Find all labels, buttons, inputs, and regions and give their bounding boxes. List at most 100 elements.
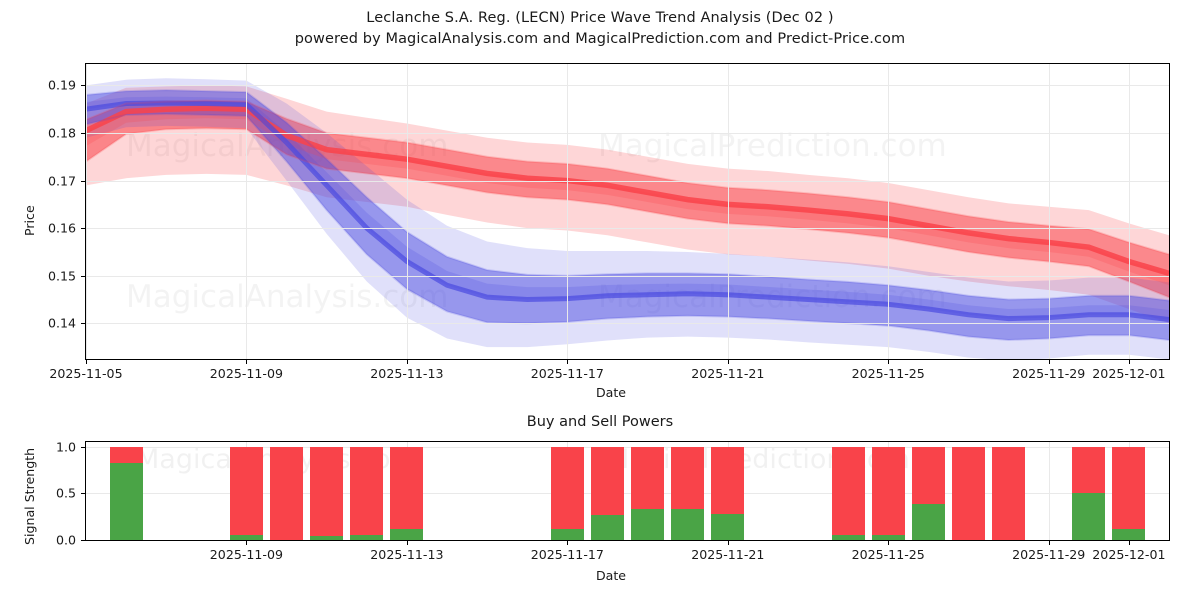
power-x-tick-label: 2025-11-17 [530,547,604,562]
power-x-tick-mark [246,541,248,545]
price-y-tick-mark [81,323,85,325]
price-y-tick-label: 0.15 [47,268,76,284]
bull-lower-line [86,127,1169,299]
power-bar [1112,446,1146,540]
power-x-tick-mark [567,541,569,545]
buy-power-segment [550,528,584,540]
page-subtitle: powered by MagicalAnalysis.com and Magic… [294,31,906,47]
power-bar [230,446,263,540]
sell-power-segment [350,446,384,536]
chart-title-block: Leclanche S.A. Reg. (LECN) Price Wave Tr… [0,8,1200,50]
buy-sell-powers-chart: MagicalAnalysis.com MagicalPrediction.co… [85,441,1170,541]
price-gridline-v [1048,64,1050,359]
power-bar [911,446,945,540]
sell-power-segment [390,446,424,529]
price-gridline-v [86,64,87,359]
power-bar [550,446,584,540]
sell-power-segment [831,446,865,536]
sell-power-segment [550,446,584,529]
buy-power-segment [109,462,143,540]
price-gridline-h [86,180,1169,182]
price-x-tick-label: 2025-11-25 [851,366,925,381]
power-x-tick-mark [888,541,890,545]
price-x-tick-mark [888,360,890,364]
price-gridline-h [86,323,1169,325]
price-x-tick-mark [727,360,729,364]
price-y-axis-label: Price [22,205,37,236]
power-bar [390,446,424,540]
bear-band-outer [86,78,1169,359]
buy-power-segment [390,528,424,540]
price-x-tick-mark [1128,360,1130,364]
bull-upper-line [86,99,1169,256]
power-bar [831,446,865,540]
price-x-tick-label: 2025-12-01 [1092,366,1166,381]
page-title: Leclanche S.A. Reg. (LECN) Price Wave Tr… [366,10,834,26]
sell-power-segment [952,446,985,540]
price-gridline-v [567,64,569,359]
power-bar [631,446,664,540]
power-bar [350,446,384,540]
sell-power-segment [711,446,745,514]
power-bar [711,446,745,540]
sell-power-segment [230,446,263,536]
price-x-tick-label: 2025-11-21 [691,366,765,381]
power-x-tick-label: 2025-11-21 [691,547,765,562]
price-x-tick-mark [406,360,408,364]
sell-power-segment [1072,446,1106,494]
power-y-tick-mark [81,446,85,448]
buy-power-segment [591,514,624,540]
sell-power-segment [109,446,143,463]
power-y-tick-label: 1.0 [55,439,76,455]
power-x-tick-mark [1128,541,1130,545]
buy-power-segment [631,509,664,540]
power-panel-title: Buy and Sell Powers [526,414,674,430]
power-gridline-h [86,446,1169,448]
sell-power-segment [911,446,945,504]
price-y-tick-mark [81,133,85,135]
buy-power-segment [671,509,705,540]
power-y-tick-label: 0.5 [55,485,76,501]
power-bar [671,446,705,540]
buy-power-segment [1112,528,1146,540]
power-x-tick-label: 2025-12-01 [1092,547,1166,562]
price-wave-bands [86,78,1169,359]
power-gridline-v [1048,442,1050,540]
power-y-tick-mark [81,493,85,495]
bull-band-mid [86,100,1169,298]
buy-power-segment [871,535,905,540]
price-y-tick-mark [81,180,85,182]
power-bar [871,446,905,540]
buy-power-segment [1072,493,1106,540]
price-y-tick-label: 0.14 [47,315,76,331]
bull-band-outer [86,85,1169,324]
buy-power-segment [350,535,384,540]
sell-power-segment [591,446,624,515]
price-x-tick-label: 2025-11-09 [209,366,283,381]
price-gridline-h [86,275,1169,277]
price-y-tick-mark [81,228,85,230]
price-x-axis-label: Date [595,385,627,400]
price-gridline-h [86,85,1169,87]
power-bar [310,446,344,540]
price-x-tick-mark [246,360,248,364]
price-wave-chart: MagicalAnalysis.com MagicalPrediction.co… [85,63,1170,360]
power-x-tick-mark [1048,541,1050,545]
price-gridline-h [86,133,1169,134]
price-plot-area: MagicalAnalysis.com MagicalPrediction.co… [86,64,1169,359]
power-x-tick-mark [406,541,408,545]
sell-power-segment [671,446,705,510]
bear-upper-line [86,89,1169,302]
price-gridline-h [86,228,1169,230]
price-x-tick-label: 2025-11-05 [49,366,123,381]
power-y-tick-mark [81,540,85,542]
power-x-tick-label: 2025-11-09 [209,547,283,562]
price-y-tick-label: 0.17 [47,173,76,189]
price-x-tick-mark [1048,360,1050,364]
sell-power-segment [270,446,303,540]
price-y-tick-mark [81,85,85,87]
power-x-tick-label: 2025-11-29 [1012,547,1086,562]
power-bar [270,446,303,540]
power-bar [591,446,624,540]
power-bar [952,446,985,540]
